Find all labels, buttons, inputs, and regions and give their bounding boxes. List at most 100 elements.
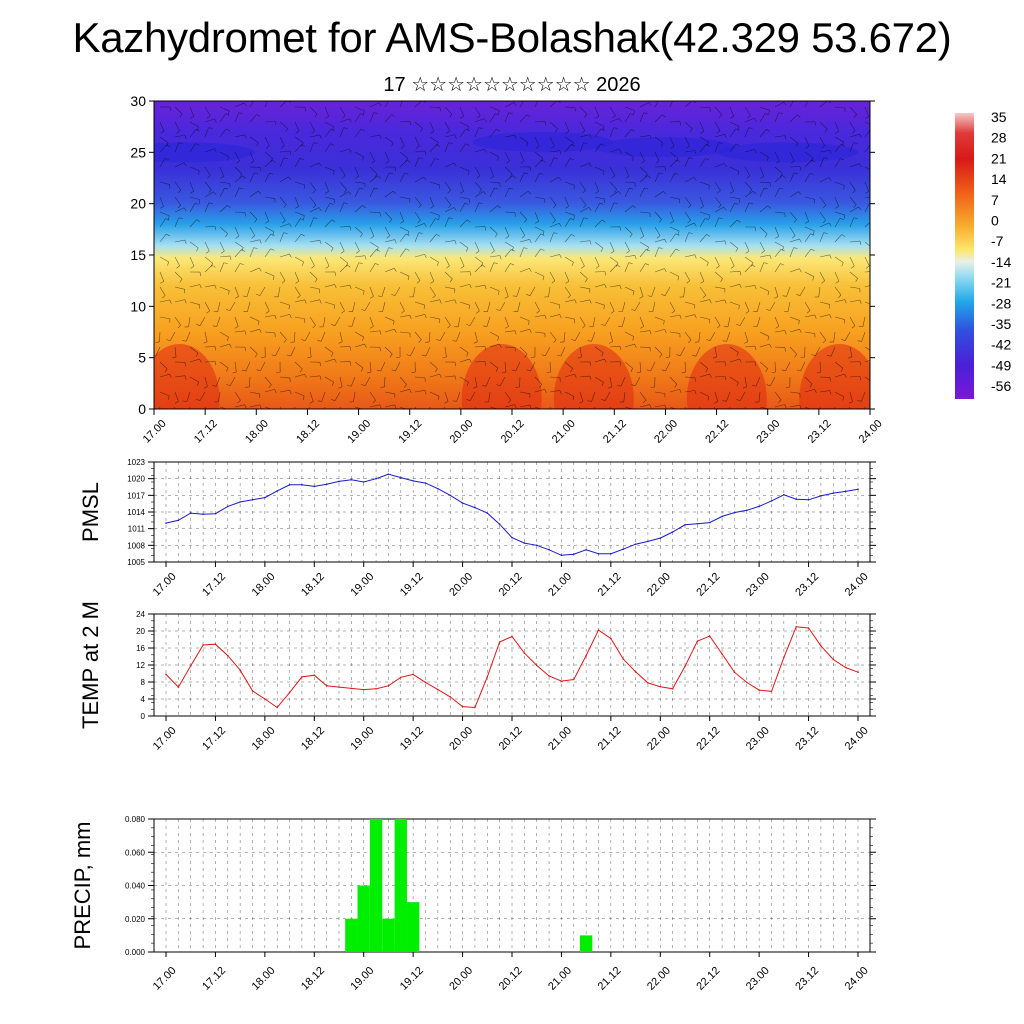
- wind-barb: [173, 406, 176, 409]
- wind-barb-flag: [286, 354, 291, 357]
- wind-barb-flag: [748, 202, 753, 205]
- data-point: [745, 509, 748, 512]
- wind-barb-flag: [823, 157, 828, 159]
- wind-barb: [249, 136, 259, 143]
- wind-barb-flag: [798, 320, 800, 325]
- wind-barb: [684, 121, 693, 129]
- wind-barb-flag: [265, 310, 270, 314]
- wind-barb: [264, 101, 268, 108]
- data-point: [301, 483, 303, 486]
- wind-barb: [759, 106, 770, 111]
- wind-barb-flag: [774, 296, 779, 299]
- wind-barb-flag: [649, 330, 652, 335]
- wind-barb: [429, 158, 436, 168]
- wind-barb-flag: [559, 223, 562, 227]
- wind-barb: [849, 391, 853, 402]
- wind-barb: [519, 191, 529, 198]
- wind-barb: [714, 316, 721, 326]
- wind-barb-flag: [165, 218, 170, 221]
- wind-barb-flag: [829, 314, 832, 319]
- wind-barb-flag: [448, 217, 453, 219]
- wind-barb: [579, 134, 590, 138]
- wind-barb-flag: [349, 118, 352, 123]
- wind-barb-flag: [511, 247, 514, 252]
- wind-barb-flag: [407, 159, 411, 163]
- wind-barb-flag: [253, 247, 258, 249]
- wind-barb: [339, 181, 347, 190]
- wind-barb-flag: [571, 234, 576, 237]
- wind-barb-flag: [334, 284, 337, 289]
- wind-barb: [849, 256, 855, 267]
- wind-barb: [309, 217, 314, 228]
- wind-barb-flag: [376, 249, 381, 252]
- wind-barb: [354, 241, 360, 252]
- wind-barb: [264, 211, 270, 222]
- wind-barb-flag: [495, 113, 500, 116]
- wind-barb-flag: [330, 128, 335, 132]
- wind-barb-flag: [612, 416, 615, 419]
- wind-barb: [399, 136, 405, 147]
- data-point: [548, 675, 550, 677]
- wind-barb: [264, 136, 270, 147]
- wind-barb: [309, 375, 320, 378]
- wind-barb-flag: [805, 145, 810, 149]
- wind-barb-flag: [283, 232, 288, 234]
- wind-barbs: [154, 101, 870, 419]
- wind-barb-flag: [782, 295, 787, 297]
- wind-barb: [444, 256, 450, 267]
- wind-barb-flag: [811, 354, 816, 357]
- wind-barb: [848, 406, 851, 409]
- wind-barb: [849, 106, 857, 115]
- wind-barb-flag: [166, 339, 171, 342]
- wind-barb: [844, 331, 851, 341]
- wind-barb: [324, 196, 335, 200]
- wind-barb: [159, 391, 170, 397]
- wind-barb-flag: [203, 386, 208, 389]
- wind-barb-flag: [371, 160, 375, 164]
- wind-barb: [413, 286, 416, 297]
- x-tick-label: 19.12: [398, 965, 426, 993]
- wind-barb: [564, 299, 575, 303]
- wind-barb-flag: [544, 121, 547, 126]
- wind-barb-flag: [325, 191, 329, 194]
- wind-barb: [729, 219, 738, 228]
- wind-barb: [774, 361, 776, 373]
- wind-barb-flag: [754, 226, 756, 232]
- wind-barb: [594, 143, 601, 153]
- wind-barb: [834, 256, 844, 263]
- wind-barb: [309, 181, 316, 191]
- wind-barb-flag: [238, 112, 243, 114]
- wind-barb: [709, 331, 716, 341]
- wind-barb-flag: [417, 220, 421, 224]
- wind-barb-flag: [214, 226, 217, 231]
- wind-barb-flag: [702, 294, 707, 299]
- wind-barb: [624, 205, 633, 213]
- wind-barb: [594, 284, 605, 288]
- wind-barb-flag: [244, 212, 246, 217]
- wind-barb: [339, 241, 345, 252]
- wind-barb: [474, 127, 479, 138]
- wind-barb: [804, 301, 811, 311]
- wind-barb-flag: [276, 371, 281, 374]
- wind-barb: [849, 375, 860, 378]
- wind-barb: [579, 286, 590, 290]
- wind-barb-flag: [361, 308, 366, 311]
- wind-barb: [414, 223, 425, 228]
- wind-barb-flag: [214, 148, 217, 153]
- wind-barb: [339, 202, 345, 213]
- wind-barb: [864, 181, 869, 192]
- data-point: [301, 676, 303, 678]
- wind-barb: [504, 226, 510, 237]
- wind-barb: [639, 211, 650, 214]
- x-tick-label: 18.00: [250, 965, 278, 993]
- wind-barb: [414, 196, 422, 206]
- wind-barb: [594, 166, 605, 172]
- wind-barb-flag: [718, 142, 723, 144]
- wind-barb-flag: [495, 368, 499, 372]
- wind-barb: [545, 346, 551, 356]
- wind-barb: [204, 301, 210, 311]
- wind-barb: [486, 316, 491, 327]
- y-tick-label: 12: [136, 661, 145, 670]
- wind-barb-flag: [766, 157, 769, 162]
- wind-barb: [189, 219, 197, 228]
